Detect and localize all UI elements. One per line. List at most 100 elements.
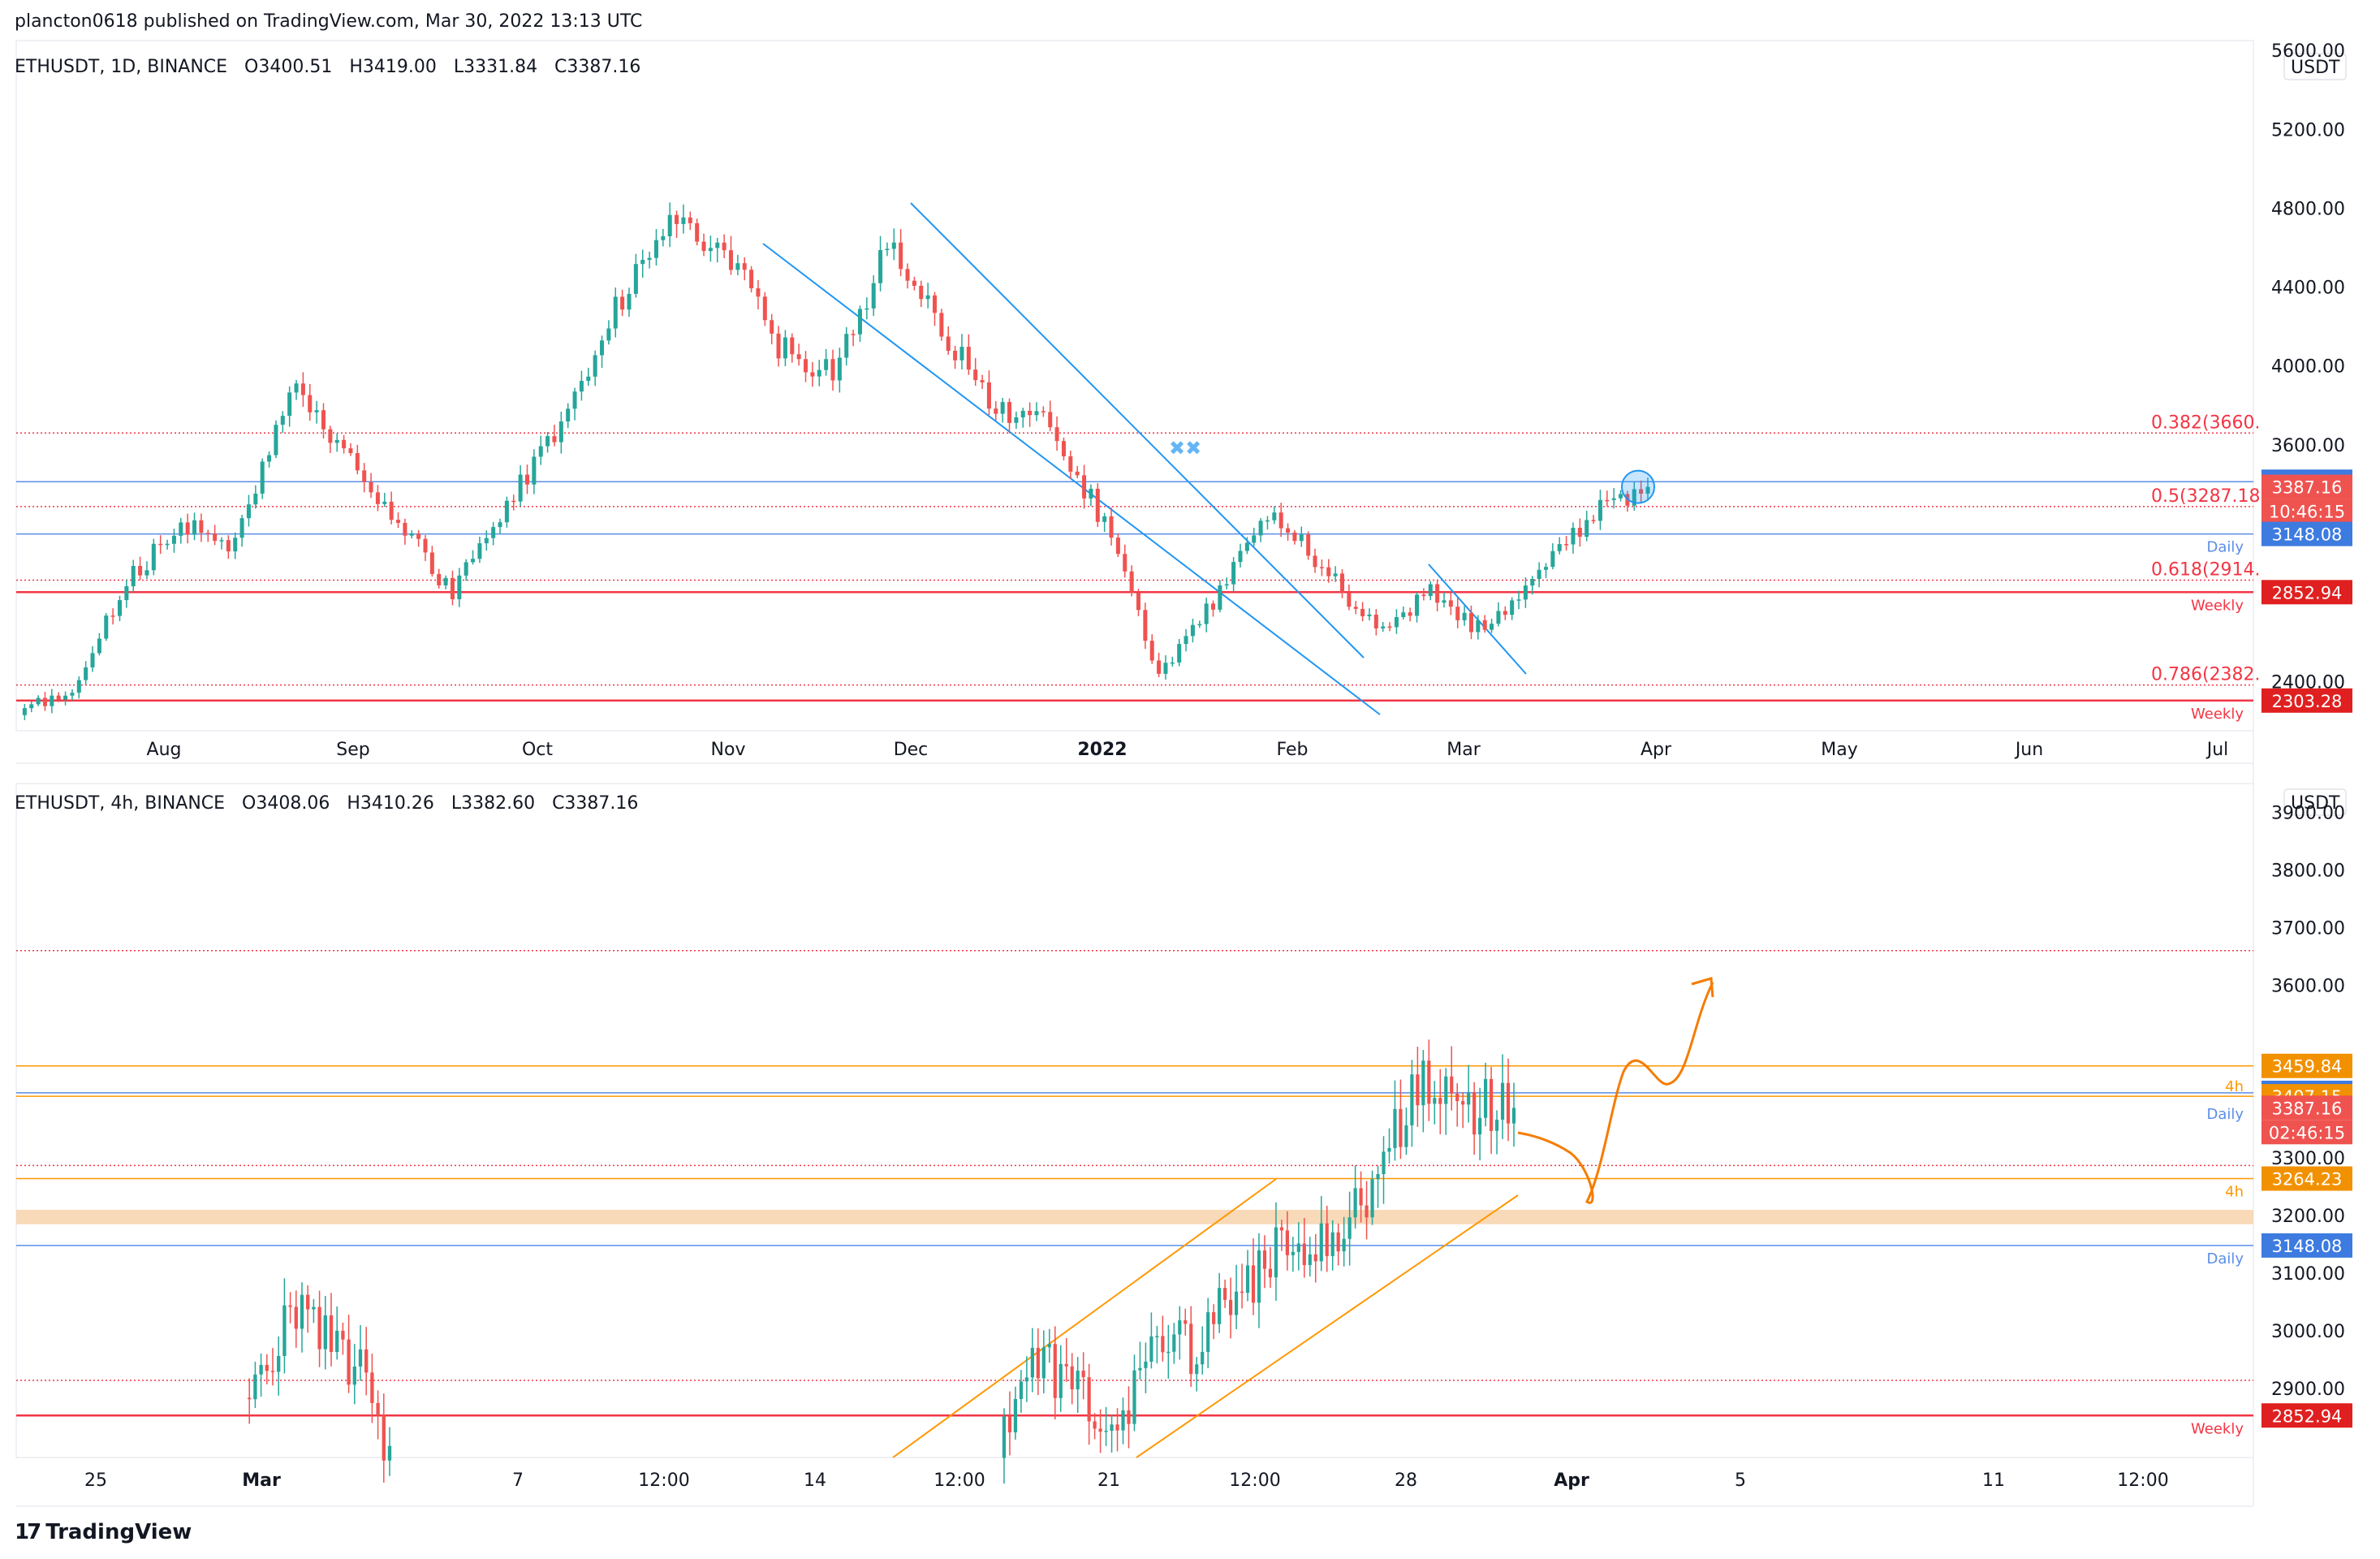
top-candle bbox=[50, 695, 54, 706]
channel-upper-line bbox=[892, 1178, 1277, 1458]
top-candle bbox=[715, 242, 720, 248]
top-candle bbox=[382, 501, 387, 504]
fib-label: 0.5(3287.18 bbox=[2151, 486, 2261, 507]
bottom-candle bbox=[1076, 1371, 1080, 1390]
top-y-tick: 5600.00 bbox=[2271, 41, 2345, 62]
top-candle bbox=[708, 248, 713, 252]
top-candle bbox=[396, 520, 401, 523]
bottom-candle bbox=[1433, 1098, 1437, 1104]
top-candle bbox=[1347, 593, 1352, 607]
top-candle bbox=[84, 667, 88, 680]
top-currency-label: USDT bbox=[2291, 58, 2340, 78]
bottom-badge-last: 3387.16 bbox=[2272, 1099, 2343, 1118]
top-candle bbox=[443, 577, 448, 585]
bottom-candle bbox=[1319, 1223, 1323, 1262]
bottom-candle bbox=[1353, 1188, 1357, 1218]
bottom-candle bbox=[1144, 1361, 1148, 1368]
top-candle bbox=[90, 653, 95, 667]
top-candle bbox=[606, 328, 611, 341]
top-candle bbox=[613, 296, 618, 329]
top-candle bbox=[1286, 528, 1291, 533]
bottom-candle bbox=[1041, 1347, 1046, 1379]
top-candle bbox=[1313, 555, 1317, 568]
bottom-candle bbox=[1127, 1410, 1131, 1424]
channel-upper-line bbox=[910, 202, 1365, 659]
top-candle bbox=[1523, 585, 1528, 600]
top-candle bbox=[1157, 660, 1162, 674]
top-candle bbox=[274, 425, 278, 456]
top-candle bbox=[491, 527, 496, 538]
top-x-tick: Oct bbox=[522, 740, 553, 760]
top-candle bbox=[429, 552, 434, 574]
top-candle bbox=[1218, 585, 1222, 610]
bottom-candle bbox=[364, 1349, 369, 1373]
top-candle bbox=[851, 334, 856, 335]
bottom-ohlc-legend: ETHUSDT, 4h, BINANCE O3408.06 H3410.26 L… bbox=[15, 793, 638, 814]
top-candle bbox=[953, 351, 958, 361]
top-candle bbox=[586, 376, 591, 382]
top-candle bbox=[1605, 499, 1610, 502]
top-candle bbox=[1408, 612, 1412, 616]
top-candle bbox=[22, 708, 27, 715]
bottom-candle bbox=[1438, 1098, 1442, 1104]
top-candle bbox=[1476, 620, 1481, 633]
bottom-candle bbox=[1104, 1431, 1108, 1432]
top-candle bbox=[1258, 520, 1263, 536]
bottom-candle bbox=[1229, 1299, 1233, 1315]
top-candle bbox=[817, 369, 821, 377]
daily-label: Daily bbox=[2206, 1106, 2244, 1123]
top-candle bbox=[1143, 610, 1148, 641]
daily-line-label: Daily bbox=[2206, 539, 2244, 556]
top-symbol[interactable]: ETHUSDT, 1D, BINANCE bbox=[15, 57, 228, 77]
top-candle bbox=[1496, 611, 1501, 624]
bottom-candle bbox=[1093, 1421, 1097, 1429]
top-candle bbox=[348, 448, 353, 454]
top-candle bbox=[328, 429, 333, 443]
top-candle bbox=[1115, 538, 1120, 555]
publisher-header: plancton0618 published on TradingView.co… bbox=[15, 11, 643, 32]
top-candle bbox=[253, 493, 258, 505]
top-candle bbox=[450, 577, 455, 599]
bottom-candle bbox=[300, 1294, 304, 1329]
bottom-x-tick: 12:00 bbox=[2117, 1470, 2168, 1491]
bottom-candle bbox=[347, 1339, 351, 1385]
top-candle bbox=[1326, 567, 1331, 577]
top-candle bbox=[1435, 584, 1440, 603]
footer-brand[interactable]: 17 TradingView bbox=[15, 1520, 192, 1544]
bottom-x-tick: Mar bbox=[242, 1470, 281, 1491]
top-candle bbox=[1211, 603, 1216, 610]
top-candle bbox=[925, 295, 930, 300]
top-candle bbox=[213, 533, 218, 542]
top-candle bbox=[1109, 516, 1114, 538]
bottom-candle bbox=[1478, 1117, 1482, 1135]
h4-label: 4h bbox=[2225, 1078, 2244, 1095]
bottom-candle bbox=[1189, 1324, 1193, 1375]
top-candle bbox=[334, 439, 339, 443]
top-candle bbox=[1550, 551, 1555, 568]
top-candle bbox=[627, 293, 632, 310]
top-candle bbox=[362, 470, 367, 482]
top-candle bbox=[342, 439, 347, 449]
bottom-candle bbox=[1506, 1082, 1511, 1124]
bottom-candle bbox=[1455, 1093, 1459, 1102]
top-candle bbox=[776, 333, 781, 359]
top-candle bbox=[117, 600, 123, 616]
bottom-x-tick: 12:00 bbox=[1229, 1470, 1280, 1491]
top-candle bbox=[70, 693, 75, 696]
bottom-symbol[interactable]: ETHUSDT, 4h, BINANCE bbox=[15, 793, 226, 814]
top-candle bbox=[796, 354, 801, 360]
bottom-candle bbox=[1393, 1108, 1397, 1148]
bottom-candle bbox=[1399, 1108, 1403, 1147]
top-candle bbox=[1075, 471, 1080, 476]
bottom-y-tick: 3800.00 bbox=[2271, 861, 2345, 881]
top-candle bbox=[701, 241, 706, 252]
top-candle bbox=[1292, 532, 1297, 542]
top-badge-weekly2-bg bbox=[2261, 688, 2352, 713]
top-y-tick: 4800.00 bbox=[2271, 199, 2345, 219]
bottom-open: O3408.06 bbox=[242, 793, 330, 814]
top-candle bbox=[267, 455, 272, 462]
top-candle bbox=[824, 359, 829, 370]
top-candle bbox=[633, 264, 638, 294]
top-candle bbox=[593, 355, 597, 377]
